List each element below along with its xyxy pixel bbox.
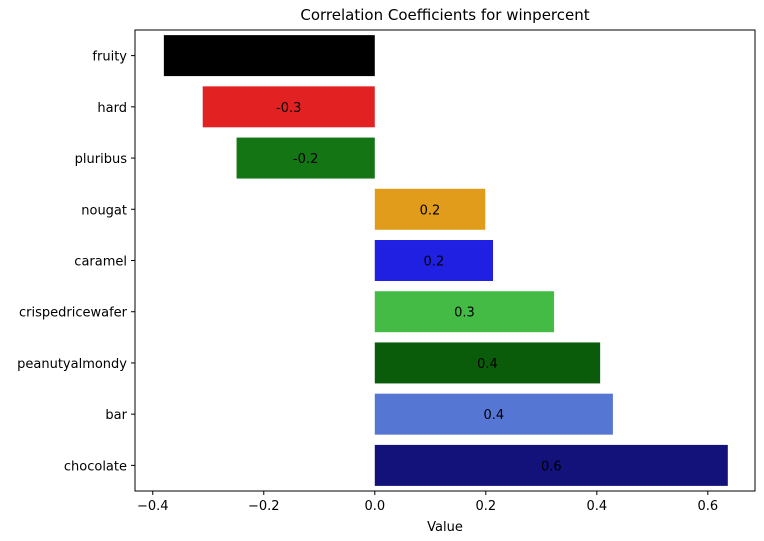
data-label-peanutyalmondy: 0.4 — [477, 357, 498, 372]
bar-nougat — [374, 188, 486, 230]
y-tick-label-crispedricewafer: crispedricewafer — [19, 306, 128, 321]
bar-chocolate — [374, 444, 728, 486]
bar-crispedricewafer — [374, 291, 555, 333]
y-tick-label-pluribus: pluribus — [75, 152, 128, 167]
data-label-crispedricewafer: 0.3 — [454, 306, 475, 321]
x-axis-label: Value — [427, 520, 463, 535]
data-label-chocolate: 0.6 — [541, 459, 562, 474]
bar-peanutyalmondy — [374, 342, 601, 384]
y-tick-label-caramel: caramel — [74, 255, 127, 270]
x-tick-label: 0.6 — [697, 499, 718, 514]
y-tick-label-chocolate: chocolate — [64, 459, 127, 474]
x-tick-label: −0.2 — [248, 499, 280, 514]
y-tick-label-fruity: fruity — [92, 50, 127, 65]
x-tick-label: 0.0 — [364, 499, 385, 514]
data-label-hard: -0.3 — [276, 101, 301, 116]
data-label-bar: 0.4 — [484, 408, 505, 423]
chart-title: Correlation Coefficients for winpercent — [300, 6, 589, 24]
bar-caramel — [374, 240, 494, 281]
bar-fruity — [163, 35, 375, 77]
y-tick-label-bar: bar — [105, 408, 127, 423]
x-tick-label: 0.4 — [586, 499, 607, 514]
data-label-nougat: 0.2 — [420, 203, 441, 218]
y-tick-label-peanutyalmondy: peanutyalmondy — [17, 357, 127, 372]
data-label-pluribus: -0.2 — [293, 152, 318, 167]
bar-pluribus — [236, 137, 375, 179]
y-tick-label-hard: hard — [97, 101, 127, 116]
bar-hard — [202, 86, 375, 128]
bar-bar — [374, 393, 613, 435]
x-tick-label: −0.4 — [137, 499, 169, 514]
data-label-caramel: 0.2 — [424, 255, 445, 270]
y-tick-label-nougat: nougat — [81, 203, 127, 218]
plot-frame — [134, 29, 756, 492]
x-tick-label: 0.2 — [475, 499, 496, 514]
data-label-fruity: -0.4 — [257, 50, 282, 65]
